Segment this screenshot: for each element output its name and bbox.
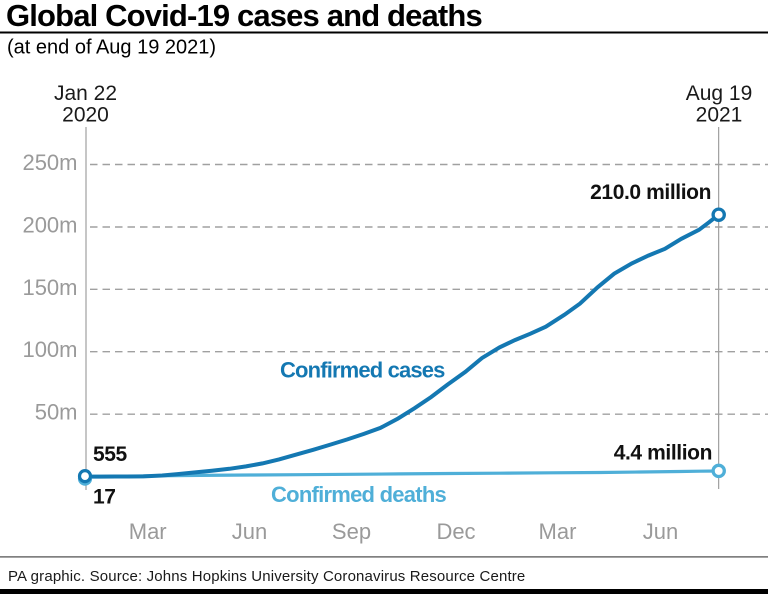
svg-text:Confirmed deaths: Confirmed deaths bbox=[271, 482, 447, 507]
svg-text:210.0 million: 210.0 million bbox=[590, 181, 711, 204]
svg-text:50m: 50m bbox=[35, 400, 78, 425]
svg-text:2021: 2021 bbox=[696, 104, 743, 127]
svg-text:Aug 19: Aug 19 bbox=[686, 82, 753, 105]
svg-text:200m: 200m bbox=[22, 213, 77, 238]
svg-text:Global Covid-19 cases and deat: Global Covid-19 cases and deaths bbox=[6, 0, 482, 33]
svg-text:2020: 2020 bbox=[62, 104, 109, 127]
svg-text:250m: 250m bbox=[22, 150, 77, 175]
svg-text:Dec: Dec bbox=[436, 519, 475, 544]
svg-text:Jun: Jun bbox=[643, 519, 678, 544]
svg-text:4.4 million: 4.4 million bbox=[614, 442, 712, 465]
svg-text:Sep: Sep bbox=[332, 519, 371, 544]
svg-text:Jun: Jun bbox=[232, 519, 267, 544]
svg-text:Mar: Mar bbox=[539, 519, 577, 544]
svg-text:150m: 150m bbox=[22, 275, 77, 300]
svg-text:Confirmed cases: Confirmed cases bbox=[280, 357, 445, 382]
svg-text:100m: 100m bbox=[22, 337, 77, 362]
svg-text:PA graphic. Source: Johns Hopk: PA graphic. Source: Johns Hopkins Univer… bbox=[8, 568, 525, 585]
svg-text:Jan 22: Jan 22 bbox=[54, 82, 117, 105]
svg-text:555: 555 bbox=[93, 443, 128, 466]
svg-text:Mar: Mar bbox=[129, 519, 167, 544]
svg-text:(at end of Aug 19 2021): (at end of Aug 19 2021) bbox=[7, 36, 216, 58]
svg-text:17: 17 bbox=[93, 486, 116, 509]
